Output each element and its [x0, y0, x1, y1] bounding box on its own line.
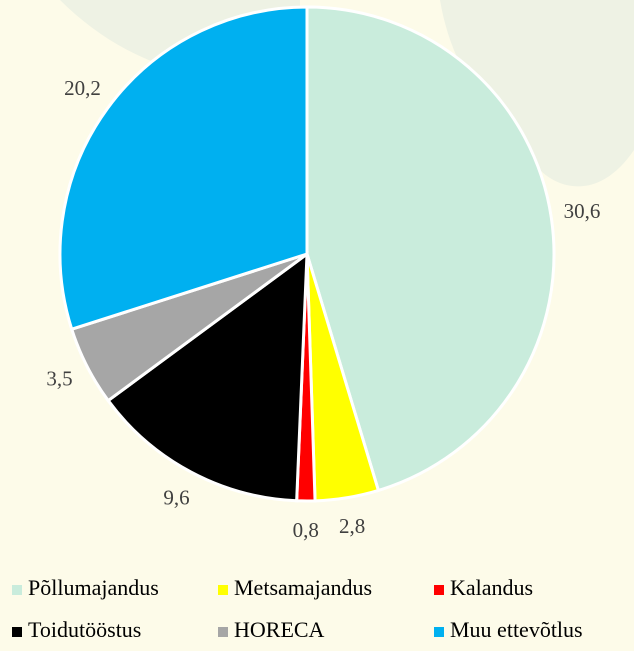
legend-swatch: [434, 627, 444, 637]
legend: Põllumajandus Metsamajandus Kalandus Toidut…: [12, 575, 583, 642]
legend-label: Kalandus: [450, 575, 533, 600]
legend-swatch: [434, 585, 444, 595]
data-labels: 30,6 2,8 0,8 9,6 3,5 20,2: [46, 76, 600, 542]
pie-slice: [106, 250, 309, 503]
legend-swatch: [12, 585, 22, 595]
data-label: 3,5: [46, 366, 72, 390]
data-label: 0,8: [293, 518, 319, 542]
legend-label: Põllumajandus: [28, 575, 159, 600]
legend-label: HORECA: [234, 617, 325, 642]
data-label: 9,6: [163, 485, 189, 509]
legend-label: Muu ettevõtlus: [450, 617, 583, 642]
pie: [58, 5, 556, 503]
pie-slice: [58, 5, 309, 332]
legend-swatch: [218, 585, 228, 595]
data-label: 2,8: [339, 514, 365, 538]
legend-swatch: [12, 627, 22, 637]
pie-slice: [305, 5, 556, 493]
legend-label: Toidutööstus: [28, 617, 141, 642]
decoration: [440, 0, 634, 187]
legend-swatch: [218, 627, 228, 637]
legend-label: Metsamajandus: [234, 575, 372, 600]
data-label: 20,2: [64, 76, 101, 100]
data-label: 30,6: [564, 199, 601, 223]
